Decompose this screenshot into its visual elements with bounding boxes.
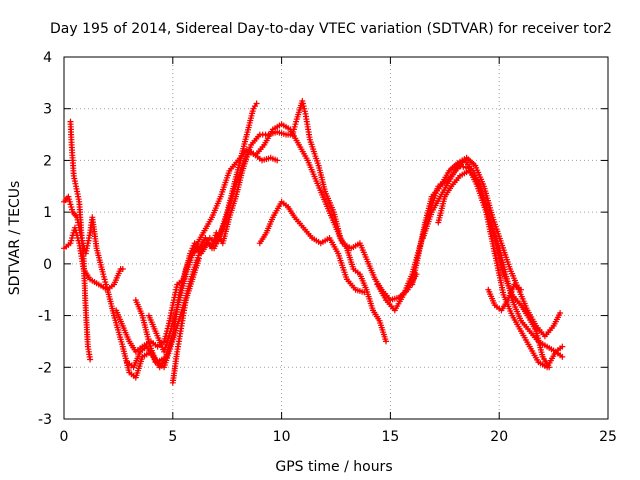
x-tick-label: 20	[490, 429, 508, 445]
data-point	[274, 157, 281, 164]
data-point	[559, 353, 566, 360]
data-point	[361, 289, 368, 296]
data-point	[457, 163, 464, 170]
data-point	[557, 310, 564, 316]
y-tick-label: 4	[43, 50, 52, 66]
data-point	[518, 286, 524, 293]
x-tick-label: 15	[381, 429, 399, 445]
y-tick-label: 1	[43, 205, 52, 221]
data-point	[559, 343, 566, 350]
axis-ticks: 0 5 10 15 20 25 -3 -2 -1 0 1 2 3 4	[38, 50, 617, 445]
series-trace-9	[409, 154, 564, 340]
chart-title: Day 195 of 2014, Sidereal Day-to-day VTE…	[50, 21, 612, 37]
series-trace-13	[169, 255, 202, 386]
data-point	[253, 100, 260, 107]
x-tick-label: 10	[273, 429, 291, 445]
x-tick-label: 5	[168, 429, 177, 445]
data-point	[301, 105, 308, 112]
data-point	[383, 338, 389, 345]
series-trace-11	[435, 167, 553, 371]
data-point	[195, 255, 202, 262]
plot-frame	[63, 56, 609, 420]
series-trace-2	[61, 193, 126, 293]
series-trace-7	[256, 198, 368, 296]
y-axis-label: SDTVAR / TECUs	[7, 181, 23, 296]
x-tick-label: 25	[599, 429, 617, 445]
series-trace-12	[485, 281, 524, 314]
data-point	[291, 123, 298, 130]
data-point	[87, 356, 94, 363]
x-axis-label: GPS time / hours	[275, 459, 392, 475]
y-tick-label: 3	[43, 102, 52, 118]
y-tick-label: -1	[38, 309, 52, 325]
series-trace-14	[124, 343, 170, 371]
y-tick-label: 2	[43, 153, 52, 169]
data-point	[119, 266, 126, 272]
y-tick-label: -2	[38, 360, 52, 376]
y-tick-label: 0	[43, 257, 52, 273]
y-tick-label: -3	[38, 412, 52, 428]
data-point	[163, 353, 170, 360]
series-group	[61, 98, 566, 386]
x-tick-label: 0	[60, 429, 69, 445]
data-point	[546, 364, 553, 371]
